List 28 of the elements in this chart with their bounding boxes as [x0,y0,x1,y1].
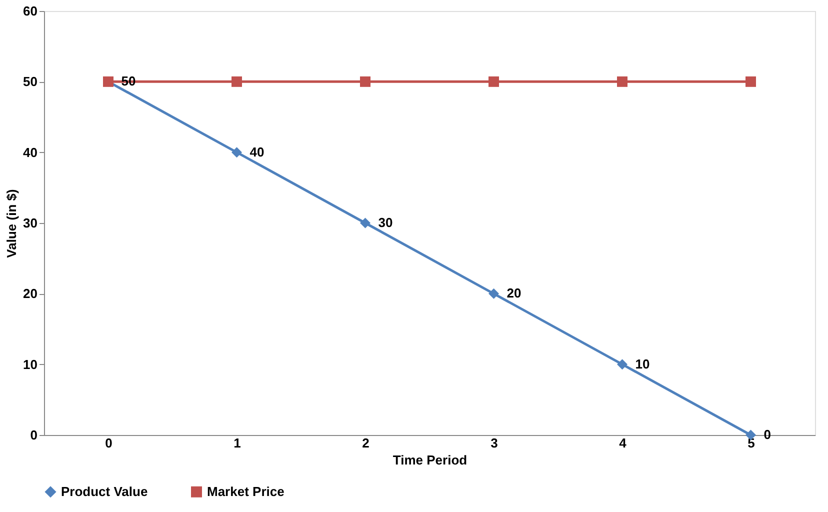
legend-label: Market Price [207,484,284,499]
data-label: 40 [250,144,264,160]
point [360,218,370,228]
data-label: 30 [378,215,393,230]
point [617,76,628,87]
x-tick-label: 3 [490,436,498,450]
data-label: 20 [506,286,522,301]
y-tick-label: 50 [23,74,38,90]
data-label: 10 [635,356,650,372]
y-tick-label: 30 [23,216,38,230]
x-axis-title: Time Period [392,452,468,468]
y-tick-label: 40 [23,144,38,160]
y-tick-label: 10 [23,356,38,372]
y-tick-label: 60 [23,4,38,18]
x-tick-label: 4 [619,436,628,450]
point [232,147,242,158]
x-tick-label: 0 [105,436,112,450]
y-axis-title: Value (in $) [4,189,20,258]
point [746,76,756,87]
point [488,76,499,87]
legend-label: Product Value [61,484,148,499]
y-tick-label: 20 [23,286,38,302]
x-tick-label: 1 [234,436,241,450]
point [360,76,370,87]
point [488,288,499,299]
point [232,76,242,87]
point [617,359,628,370]
x-tick-label: 2 [362,436,370,450]
